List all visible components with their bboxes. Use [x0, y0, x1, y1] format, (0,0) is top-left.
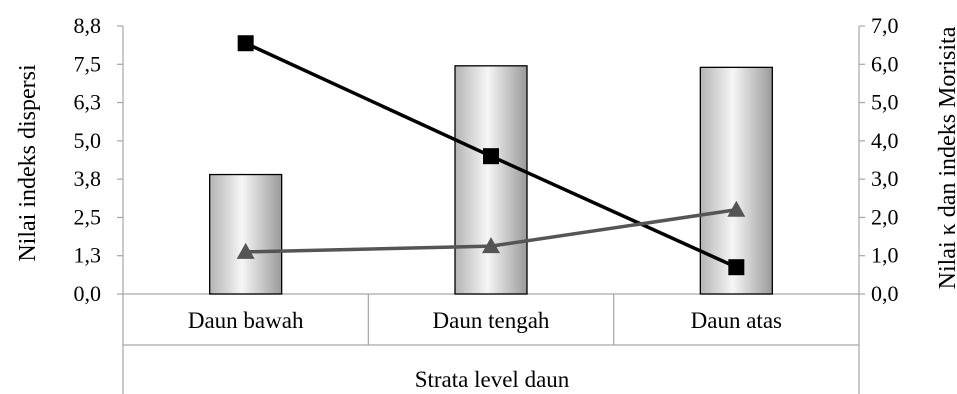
left-tick-label: 6,3	[74, 90, 102, 115]
right-tick-label: 4,0	[871, 128, 899, 153]
category-label: Daun tengah	[433, 308, 550, 333]
left-axis-title: Nilai indeks dispersi	[15, 64, 41, 262]
point-triangle	[727, 200, 746, 217]
series-markers	[236, 35, 746, 276]
category-labels: Daun bawah Daun tengah Daun atas	[188, 308, 782, 333]
left-tick-label: 5,0	[74, 128, 102, 153]
right-axis-title: Nilai κ dan indeks Morisita	[935, 26, 957, 289]
category-label: Daun atas	[691, 308, 782, 333]
bars	[209, 65, 773, 295]
left-tick-label: 8,8	[74, 13, 102, 38]
category-label: Daun bawah	[188, 308, 304, 333]
right-tick-label: 1,0	[871, 243, 899, 268]
left-tick-label: 0,0	[74, 281, 102, 306]
right-tick-label: 0,0	[871, 281, 899, 306]
left-tick-label: 1,3	[74, 243, 102, 268]
right-tick-label: 5,0	[871, 90, 899, 115]
left-axis-ticks: 0,0 1,3 2,5 3,8 5,0 6,3 7,5 8,8	[74, 13, 123, 306]
right-tick-label: 6,0	[871, 51, 899, 76]
point-triangle	[482, 237, 500, 254]
point-triangle	[236, 242, 255, 259]
left-tick-label: 3,8	[74, 166, 102, 191]
right-tick-label: 7,0	[871, 13, 899, 38]
right-tick-label: 2,0	[871, 204, 899, 229]
x-axis-title: Strata level daun	[415, 367, 570, 392]
left-tick-label: 2,5	[74, 204, 102, 229]
right-tick-label: 3,0	[871, 166, 899, 191]
left-tick-label: 7,5	[74, 51, 102, 76]
point-square	[728, 259, 745, 276]
point-square	[483, 148, 499, 165]
bar	[209, 173, 283, 295]
point-square	[237, 35, 254, 52]
right-axis-ticks: 0,0 1,0 2,0 3,0 4,0 5,0 6,0 7,0	[859, 13, 899, 306]
bar	[454, 65, 528, 295]
